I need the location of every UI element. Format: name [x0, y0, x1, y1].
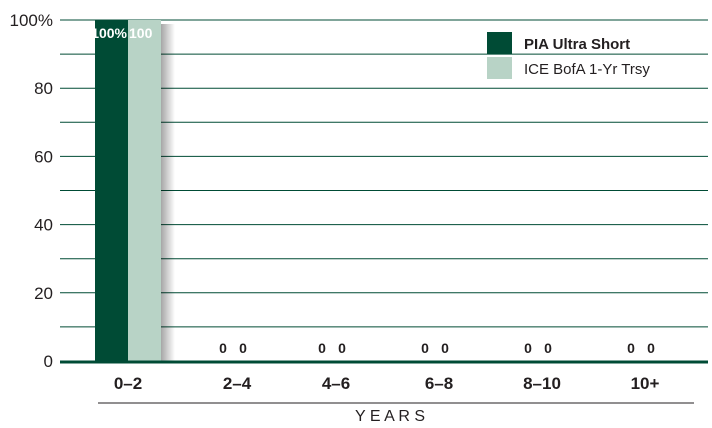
data-label: 0 [338, 340, 346, 356]
x-category-label: 2–4 [223, 374, 252, 393]
y-tick-label: 20 [34, 284, 53, 303]
data-label: 0 [441, 340, 449, 356]
y-tick-label: 60 [34, 147, 53, 166]
legend: PIA Ultra Short ICE BofA 1-Yr Trsy [487, 32, 650, 79]
x-category-label: 0–2 [114, 374, 142, 393]
x-axis-categories: 0–2 2–4 4–6 6–8 8–10 10+ [114, 374, 660, 393]
data-label: 0 [627, 340, 635, 356]
x-category-label: 6–8 [425, 374, 453, 393]
data-label: 0 [524, 340, 532, 356]
legend-label: ICE BofA 1-Yr Trsy [524, 61, 650, 78]
y-tick-label: 40 [34, 216, 53, 235]
x-axis-title: Y E A R S [355, 408, 425, 425]
data-label: 0 [421, 340, 429, 356]
data-label: 0 [544, 340, 552, 356]
data-label: 100 [129, 25, 153, 41]
data-label: 0 [318, 340, 326, 356]
y-tick-label: 80 [34, 79, 53, 98]
legend-label: PIA Ultra Short [524, 36, 630, 53]
y-tick-label: 0 [44, 352, 53, 371]
data-label: 100% [91, 25, 127, 41]
y-axis-ticks: 0 20 40 60 80 100% [10, 11, 53, 371]
data-label: 0 [219, 340, 227, 356]
axes [60, 360, 708, 404]
data-label: 0 [239, 340, 247, 356]
bars [95, 20, 175, 361]
bar-shadow [161, 24, 175, 361]
legend-swatch [487, 57, 512, 79]
x-category-label: 10+ [631, 374, 660, 393]
bar [128, 20, 161, 361]
x-category-label: 8–10 [523, 374, 561, 393]
bar [95, 20, 128, 361]
y-tick-label: 100% [10, 11, 53, 30]
legend-swatch [487, 32, 512, 54]
x-category-label: 4–6 [322, 374, 350, 393]
data-label: 0 [647, 340, 655, 356]
